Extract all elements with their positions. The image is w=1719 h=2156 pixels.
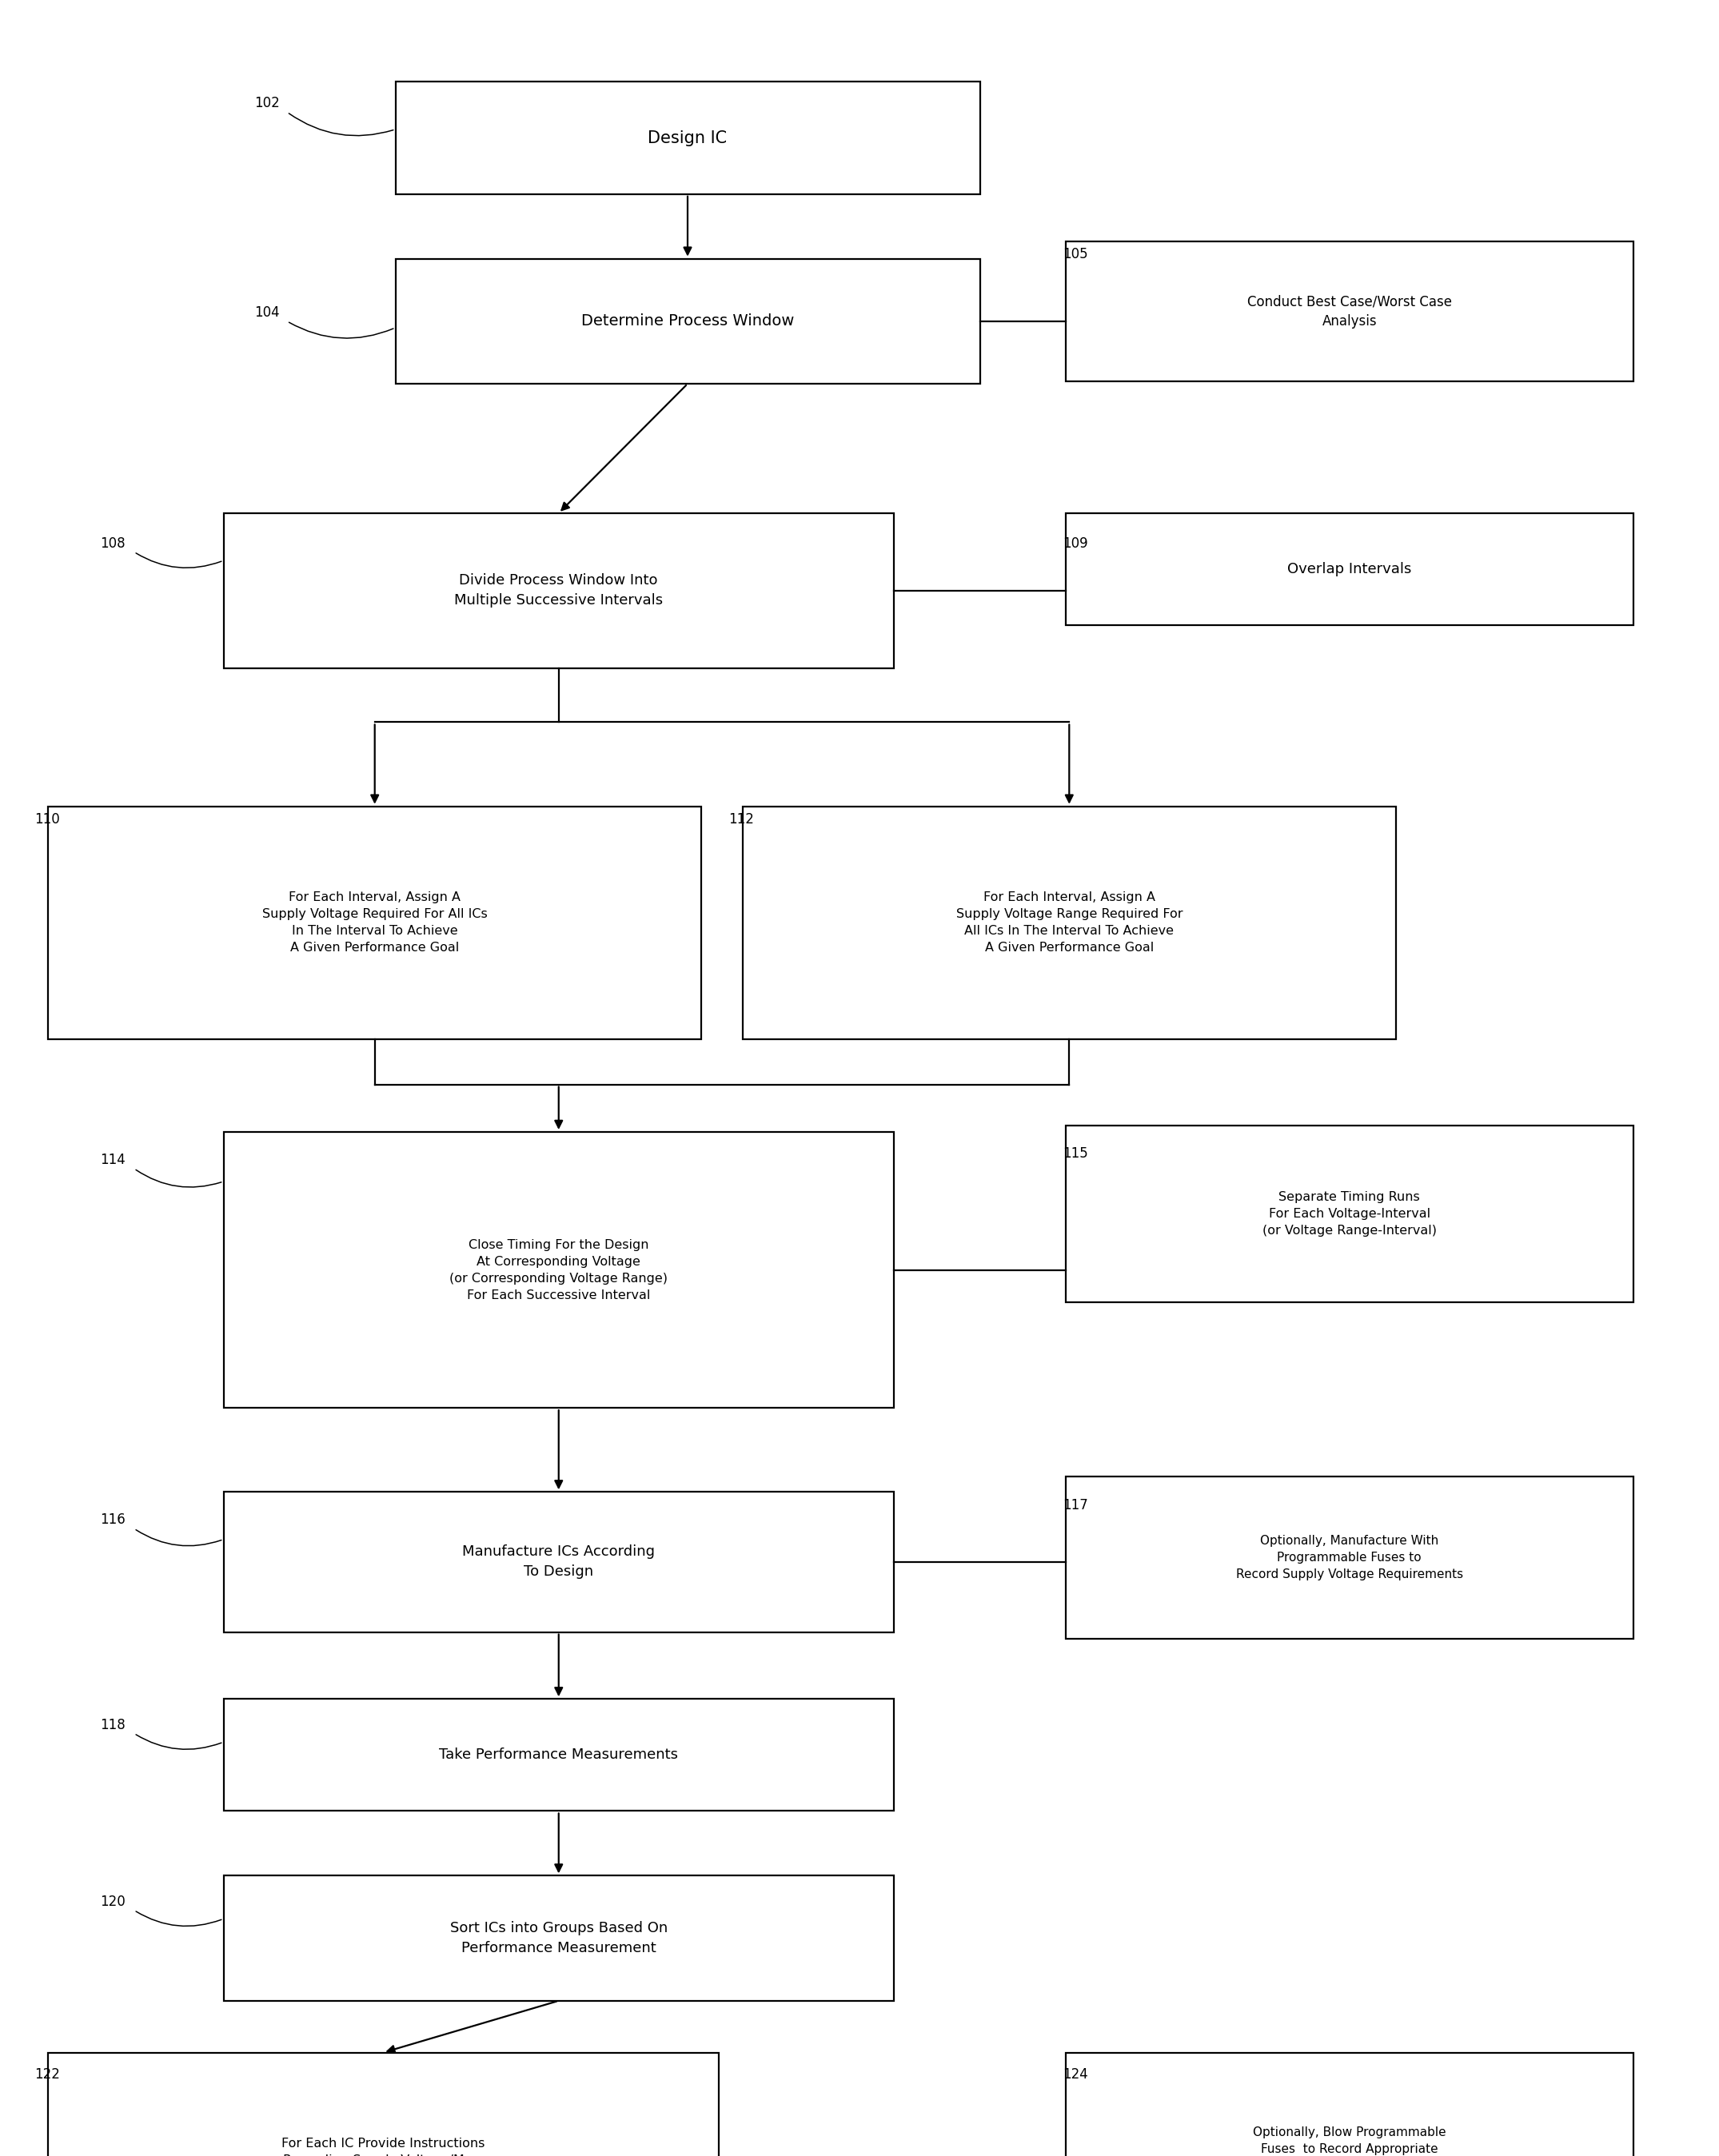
Text: 118: 118 <box>100 1718 125 1731</box>
FancyBboxPatch shape <box>1066 241 1633 382</box>
Text: 112: 112 <box>729 813 755 826</box>
FancyBboxPatch shape <box>395 82 980 194</box>
Text: Optionally, Manufacture With
Programmable Fuses to
Record Supply Voltage Require: Optionally, Manufacture With Programmabl… <box>1236 1535 1463 1580</box>
FancyBboxPatch shape <box>48 806 701 1039</box>
Text: Manufacture ICs According
To Design: Manufacture ICs According To Design <box>462 1546 655 1578</box>
Text: Conduct Best Case/Worst Case
Analysis: Conduct Best Case/Worst Case Analysis <box>1246 295 1453 328</box>
Text: 105: 105 <box>1062 248 1088 261</box>
FancyBboxPatch shape <box>223 513 894 668</box>
FancyBboxPatch shape <box>395 259 980 384</box>
Text: Take Performance Measurements: Take Performance Measurements <box>438 1749 679 1761</box>
Text: 108: 108 <box>100 537 125 550</box>
Text: 122: 122 <box>34 2068 60 2081</box>
Text: For Each Interval, Assign A
Supply Voltage Required For All ICs
In The Interval : For Each Interval, Assign A Supply Volta… <box>261 893 488 953</box>
Text: For Each Interval, Assign A
Supply Voltage Range Required For
All ICs In The Int: For Each Interval, Assign A Supply Volta… <box>956 893 1183 953</box>
Text: For Each IC Provide Instructions
Regarding Supply Voltage/Max.
Expected Operatin: For Each IC Provide Instructions Regardi… <box>282 2139 485 2156</box>
FancyBboxPatch shape <box>223 1876 894 2001</box>
FancyBboxPatch shape <box>1066 2053 1633 2156</box>
FancyBboxPatch shape <box>743 806 1396 1039</box>
Text: 116: 116 <box>100 1514 125 1526</box>
FancyBboxPatch shape <box>223 1492 894 1632</box>
Text: 120: 120 <box>100 1895 125 1908</box>
FancyBboxPatch shape <box>1066 513 1633 625</box>
Text: Separate Timing Runs
For Each Voltage-Interval
(or Voltage Range-Interval): Separate Timing Runs For Each Voltage-In… <box>1262 1190 1437 1238</box>
Text: Determine Process Window: Determine Process Window <box>581 313 794 330</box>
Text: 114: 114 <box>100 1153 125 1166</box>
Text: Overlap Intervals: Overlap Intervals <box>1288 563 1411 576</box>
Text: Optionally, Blow Programmable
Fuses  to Record Appropriate
Supply Voltage Requir: Optionally, Blow Programmable Fuses to R… <box>1253 2126 1446 2156</box>
FancyBboxPatch shape <box>1066 1477 1633 1639</box>
Text: 115: 115 <box>1062 1147 1088 1160</box>
Text: Close Timing For the Design
At Corresponding Voltage
(or Corresponding Voltage R: Close Timing For the Design At Correspon… <box>450 1240 667 1300</box>
Text: 102: 102 <box>254 97 280 110</box>
Text: 110: 110 <box>34 813 60 826</box>
FancyBboxPatch shape <box>48 2053 719 2156</box>
Text: 104: 104 <box>254 306 280 319</box>
Text: Sort ICs into Groups Based On
Performance Measurement: Sort ICs into Groups Based On Performanc… <box>450 1921 667 1955</box>
Text: Divide Process Window Into
Multiple Successive Intervals: Divide Process Window Into Multiple Succ… <box>454 573 664 608</box>
Text: 109: 109 <box>1062 537 1088 550</box>
Text: 117: 117 <box>1062 1498 1088 1511</box>
Text: Design IC: Design IC <box>648 129 727 147</box>
FancyBboxPatch shape <box>223 1699 894 1811</box>
FancyBboxPatch shape <box>1066 1125 1633 1302</box>
Text: 124: 124 <box>1062 2068 1088 2081</box>
FancyBboxPatch shape <box>223 1132 894 1408</box>
